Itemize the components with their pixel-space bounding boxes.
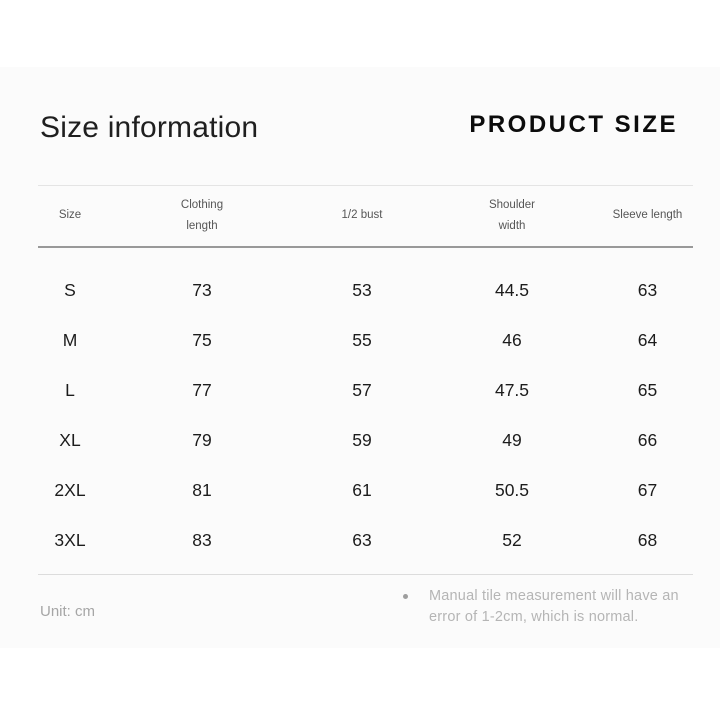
half-bust-value: 61 <box>352 479 372 500</box>
column-header-clothing-length: Clothing length <box>180 199 224 232</box>
column-header-sleeve-length: Sleeve length <box>612 209 683 222</box>
shoulder-width-value: 50.5 <box>494 479 530 500</box>
size-value: XL <box>59 429 81 450</box>
table-row-m: M 75 55 46 64 <box>38 315 693 365</box>
size-value: L <box>65 379 75 400</box>
shoulder-width-value: 49 <box>502 429 522 450</box>
column-header-half-bust: 1/2 bust <box>341 209 383 222</box>
product-size-heading: PRODUCT SIZE <box>469 111 678 138</box>
table-body: S 73 53 44.5 63 M 75 55 46 64 L 77 57 47… <box>38 248 693 575</box>
size-value: M <box>62 329 78 350</box>
unit-label: Unit: cm <box>40 603 96 620</box>
clothing-length-value: 83 <box>192 529 212 550</box>
size-info-card <box>0 67 720 648</box>
sleeve-length-value: 66 <box>637 429 658 450</box>
clothing-length-value: 79 <box>192 429 212 450</box>
table-row-3xl: 3XL 83 63 52 68 <box>38 515 693 565</box>
table-row-2xl: 2XL 81 61 50.5 67 <box>38 465 693 515</box>
size-value: 3XL <box>54 529 86 550</box>
shoulder-width-value: 44.5 <box>494 279 530 300</box>
column-header-size: Size <box>58 209 82 222</box>
size-value: S <box>64 279 76 300</box>
column-header-shoulder-width: Shoulder width <box>488 199 536 232</box>
sleeve-length-value: 67 <box>637 479 658 500</box>
half-bust-value: 55 <box>352 329 372 350</box>
sleeve-length-value: 65 <box>637 379 658 400</box>
half-bust-value: 59 <box>352 429 372 450</box>
table-row-l: L 77 57 47.5 65 <box>38 365 693 415</box>
clothing-length-value: 75 <box>192 329 212 350</box>
clothing-length-value: 77 <box>192 379 212 400</box>
sleeve-length-value: 68 <box>637 529 658 550</box>
size-table: Size Clothing length 1/2 bust Shoulder w… <box>38 185 693 575</box>
half-bust-value: 63 <box>352 529 372 550</box>
sleeve-length-value: 64 <box>637 329 658 350</box>
page-title: Size information <box>40 111 259 144</box>
bullet-icon <box>403 594 408 599</box>
clothing-length-value: 81 <box>192 479 212 500</box>
table-row-s: S 73 53 44.5 63 <box>38 265 693 315</box>
size-value: 2XL <box>54 479 86 500</box>
measurement-note: Manual tile measurement will have an err… <box>403 586 693 627</box>
half-bust-value: 53 <box>352 279 372 300</box>
table-header-row: Size Clothing length 1/2 bust Shoulder w… <box>38 185 693 248</box>
clothing-length-value: 73 <box>192 279 212 300</box>
shoulder-width-value: 52 <box>502 529 522 550</box>
shoulder-width-value: 47.5 <box>494 379 530 400</box>
table-row-xl: XL 79 59 49 66 <box>38 415 693 465</box>
half-bust-value: 57 <box>352 379 372 400</box>
measurement-note-text: Manual tile measurement will have an err… <box>429 588 679 625</box>
sleeve-length-value: 63 <box>637 279 658 300</box>
shoulder-width-value: 46 <box>502 329 522 350</box>
